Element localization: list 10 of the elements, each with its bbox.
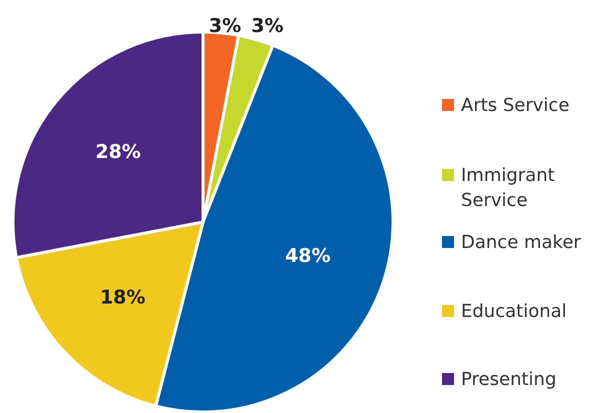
legend-label: Dance maker (461, 232, 582, 252)
data-label: 18% (100, 286, 146, 308)
legend-label: Immigrant Service (461, 164, 555, 210)
data-label: 3% (251, 15, 284, 37)
legend-label: Presenting (461, 368, 556, 390)
data-label: 48% (285, 245, 331, 268)
data-label: 28% (95, 140, 141, 163)
legend-label: Educational (461, 300, 567, 322)
legend-label: Arts Service (461, 94, 570, 116)
data-label: 3% (208, 15, 242, 37)
